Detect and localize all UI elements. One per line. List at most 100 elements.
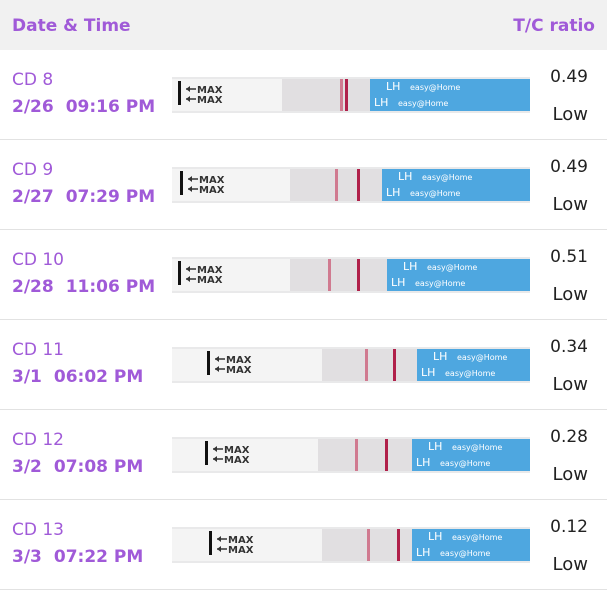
tc-ratio: 0.51 <box>550 247 588 267</box>
strip-brand: easy@Home <box>452 443 502 452</box>
arrow-head <box>215 366 219 372</box>
strip-lh: LH <box>428 530 442 543</box>
strip-blue <box>412 529 530 561</box>
tc-ratio: 0.34 <box>550 337 588 357</box>
arrow-head <box>188 176 192 182</box>
strip-lh: LH <box>416 546 430 559</box>
strip-brand: easy@Home <box>398 99 448 108</box>
strip-brand: easy@Home <box>440 549 490 558</box>
date-time: 3/3 07:22 PM <box>12 547 143 567</box>
arrow-head <box>217 546 221 552</box>
time: 07:22 PM <box>53 547 144 567</box>
strip-brand: easy@Home <box>410 83 460 92</box>
lh-level: Low <box>552 554 588 575</box>
header-right: T/C ratio <box>513 16 595 36</box>
table-header: Date & Time T/C ratio <box>0 0 607 50</box>
strip-handle <box>172 169 290 201</box>
tc-ratio: 0.49 <box>550 157 588 177</box>
cycle-day: CD 12 <box>12 430 64 450</box>
strip-handle <box>172 529 322 561</box>
strip-brand: easy@Home <box>452 533 502 542</box>
strip-lh: LH <box>421 366 435 379</box>
result-line <box>335 169 338 201</box>
tc-ratio: 0.49 <box>550 67 588 87</box>
strip-lh: LH <box>428 440 442 453</box>
strip-max: MAX <box>224 455 250 466</box>
result-line <box>385 439 388 471</box>
strip-lh: LH <box>391 276 405 289</box>
result-line <box>367 529 370 561</box>
lh-level: Low <box>552 464 588 485</box>
time: 07:29 PM <box>65 187 156 207</box>
arrow-head <box>186 96 190 102</box>
strip-max: MAX <box>199 185 225 196</box>
time: 06:02 PM <box>53 367 144 387</box>
handle-bar <box>205 441 208 465</box>
handle-bar <box>178 261 181 285</box>
strip-lh: LH <box>433 350 447 363</box>
cycle-day: CD 8 <box>12 70 54 90</box>
result-line <box>355 439 358 471</box>
date: 3/1 <box>12 367 42 387</box>
arrow-head <box>213 456 217 462</box>
cycle-day: CD 11 <box>12 340 64 360</box>
result-window <box>290 259 387 291</box>
strip-lh: LH <box>374 96 388 109</box>
header-left: Date & Time <box>12 16 131 36</box>
strip-max: MAX <box>199 175 225 186</box>
strip-max: MAX <box>197 95 223 106</box>
table-row: CD 10 2/28 11:06 PM 0.51 Low MAX MAX LH easy@Hom… <box>0 230 607 320</box>
strip-handle <box>172 349 322 381</box>
strip-lh: LH <box>398 170 412 183</box>
strip-max: MAX <box>197 85 223 96</box>
strip-blue <box>387 259 530 291</box>
tc-ratio: 0.12 <box>550 517 588 537</box>
strip-blue <box>412 439 530 471</box>
result-line <box>357 169 360 201</box>
strip-blue <box>382 169 530 201</box>
result-line <box>393 349 396 381</box>
table-row: CD 11 3/1 06:02 PM 0.34 Low MAX MAX LH easy@Home… <box>0 320 607 410</box>
table-row: CD 13 3/3 07:22 PM 0.12 Low MAX MAX LH easy@Home… <box>0 500 607 590</box>
strip-lh: LH <box>386 186 400 199</box>
strip-max: MAX <box>228 545 254 556</box>
time: 11:06 PM <box>65 277 156 297</box>
strip-max: MAX <box>197 265 223 276</box>
date: 2/27 <box>12 187 54 207</box>
table-row: CD 9 2/27 07:29 PM 0.49 Low MAX MAX LH easy@Home… <box>0 140 607 230</box>
strip-blue <box>417 349 530 381</box>
arrow-head <box>186 266 190 272</box>
strip-brand: easy@Home <box>415 279 465 288</box>
strip-max: MAX <box>197 275 223 286</box>
strip-handle <box>172 79 282 111</box>
cycle-day: CD 10 <box>12 250 64 270</box>
strip-brand: easy@Home <box>410 189 460 198</box>
date: 2/26 <box>12 97 54 117</box>
result-line <box>365 349 368 381</box>
result-line <box>340 79 343 111</box>
date: 3/3 <box>12 547 42 567</box>
date-time: 2/27 07:29 PM <box>12 187 155 207</box>
result-line <box>397 529 400 561</box>
date-time: 3/2 07:08 PM <box>12 457 143 477</box>
date-time: 2/28 11:06 PM <box>12 277 155 297</box>
strip-max: MAX <box>228 535 254 546</box>
lh-level: Low <box>552 374 588 395</box>
handle-bar <box>209 531 212 555</box>
strip-lh: LH <box>386 80 400 93</box>
result-window <box>282 79 370 111</box>
strip-brand: easy@Home <box>457 353 507 362</box>
result-window <box>318 439 412 471</box>
result-line <box>345 79 348 111</box>
date-time: 2/26 09:16 PM <box>12 97 155 117</box>
strip-lh: LH <box>416 456 430 469</box>
strip-lh: LH <box>403 260 417 273</box>
strip-max: MAX <box>224 445 250 456</box>
time: 09:16 PM <box>65 97 156 117</box>
